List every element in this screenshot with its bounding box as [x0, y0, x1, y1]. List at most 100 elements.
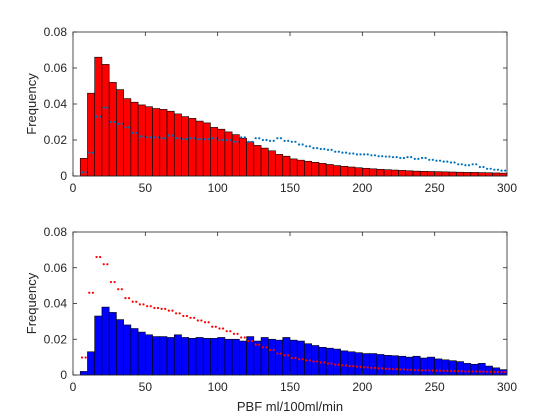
overlay-dot	[370, 154, 373, 157]
overlay-dot	[363, 153, 366, 156]
overlay-dot	[446, 369, 449, 372]
overlay-dot	[493, 370, 496, 374]
overlay-dot	[323, 147, 326, 151]
histogram-bar	[477, 172, 486, 177]
histogram-bar	[456, 361, 464, 376]
overlay-dot	[127, 126, 131, 129]
histogram-bar	[253, 145, 262, 177]
histogram-bar	[87, 92, 96, 177]
overlay-dot	[283, 354, 286, 357]
histogram-bar	[419, 171, 428, 177]
histogram-bar	[427, 356, 435, 376]
histogram-bar	[195, 120, 204, 177]
overlay-dot	[352, 152, 355, 155]
overlay-dot	[218, 138, 221, 142]
overlay-dot	[370, 366, 373, 369]
overlay-dot	[174, 312, 178, 315]
overlay-dot	[265, 138, 268, 142]
overlay-dot	[171, 309, 174, 312]
histogram-bar	[217, 337, 226, 376]
overlay-dot	[294, 356, 297, 360]
histogram-bar	[188, 338, 197, 376]
overlay-dot	[211, 137, 214, 140]
overlay-dot	[102, 106, 105, 109]
x-ticks: 0 50 100 150 200 250 300	[70, 32, 517, 195]
overlay-dot	[200, 138, 203, 141]
histogram-bar	[79, 158, 88, 177]
overlay-dot	[334, 363, 337, 366]
overlay-dot	[174, 137, 178, 140]
overlay-dot	[301, 143, 304, 146]
x-tick-label: 300	[497, 181, 517, 195]
overlay-dot	[496, 370, 500, 374]
histogram-bar	[94, 315, 103, 376]
overlay-dot	[446, 160, 449, 163]
x-tick-label: 250	[425, 380, 445, 394]
overlay-dot	[283, 139, 286, 142]
histogram-bar	[412, 355, 421, 376]
overlay-dot	[232, 140, 236, 143]
overlay-dot	[326, 362, 330, 365]
overlay-dot	[341, 151, 344, 154]
overlay-dot	[149, 136, 152, 139]
overlay-dot	[410, 156, 413, 159]
x-tick-label: 200	[352, 181, 372, 195]
overlay-dot	[453, 369, 456, 373]
histogram-bar	[152, 336, 161, 376]
histogram-bar	[224, 338, 233, 376]
overlay-dot	[146, 305, 149, 308]
overlay-dot	[453, 161, 456, 164]
overlay-dot	[337, 363, 340, 366]
overlay-dot	[95, 255, 98, 259]
overlay-dot	[218, 327, 221, 330]
overlay-dot	[207, 138, 210, 141]
overlay-dot	[402, 368, 406, 371]
overlay-dot	[435, 369, 438, 372]
overlay-dot	[229, 138, 232, 142]
overlay-dot	[276, 137, 279, 140]
histogram-bar	[282, 337, 291, 376]
overlay-dot	[240, 136, 243, 139]
overlay-dot	[113, 280, 116, 284]
histogram-bar	[318, 163, 327, 177]
overlay-dot	[258, 343, 261, 346]
overlay-dot	[399, 368, 402, 371]
overlay-dot	[146, 136, 149, 139]
x-tick-label: 50	[139, 380, 153, 394]
overlay-dot	[99, 115, 102, 118]
overlay-dot	[160, 137, 163, 140]
overlay-dot	[99, 255, 102, 259]
histogram-bar	[116, 319, 124, 376]
x-tick-label: 300	[497, 380, 517, 394]
histogram-bar	[362, 167, 370, 177]
overlay-dot	[348, 364, 351, 368]
x-tick-label: 100	[208, 380, 228, 394]
overlay-dot	[457, 163, 460, 166]
histogram-bar	[130, 101, 139, 177]
histogram-bar	[362, 353, 370, 376]
histogram-bar	[325, 164, 334, 177]
overlay-dot	[467, 370, 471, 373]
histogram-bar	[419, 357, 428, 376]
histogram-bar	[137, 104, 146, 177]
overlay-dot	[312, 360, 315, 363]
overlay-dot	[384, 367, 387, 370]
histogram-bar	[159, 109, 168, 177]
overlay-dot	[471, 163, 474, 166]
overlay-dot	[482, 165, 485, 169]
overlay-dot	[167, 309, 170, 312]
overlay-dot	[428, 369, 431, 372]
overlay-dot	[243, 336, 246, 339]
overlay-dot	[120, 122, 123, 125]
overlay-dot	[464, 370, 467, 373]
overlay-dot	[91, 151, 94, 154]
overlay-dot	[102, 263, 105, 266]
overlay-dot	[214, 137, 217, 140]
y-tick-label: 0.06	[44, 61, 68, 75]
y-tick-label: 0	[60, 169, 67, 183]
histogram-bar	[441, 171, 450, 177]
overlay-dot	[106, 106, 109, 109]
histogram-bar	[166, 110, 175, 177]
overlay-dot	[269, 139, 272, 142]
overlay-dot	[182, 138, 185, 141]
